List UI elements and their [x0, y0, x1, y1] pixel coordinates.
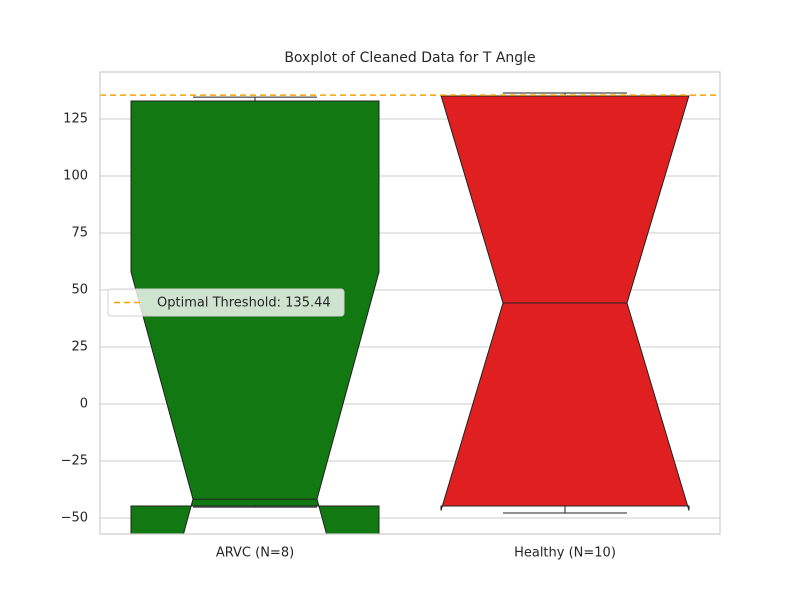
chart-title: Boxplot of Cleaned Data for T Angle — [284, 50, 535, 66]
y-tick-label: −50 — [61, 511, 88, 526]
y-tick-label: 125 — [63, 111, 88, 126]
y-tick-label: 50 — [71, 283, 88, 298]
y-tick-label: −25 — [61, 454, 88, 469]
legend-box — [107, 288, 345, 317]
plot-frame — [99, 71, 721, 535]
y-tick-label: 0 — [80, 397, 88, 412]
x-tick-label: Healthy (N=10) — [514, 546, 616, 561]
y-tick-label: 75 — [71, 225, 88, 240]
box — [130, 100, 380, 534]
y-tick-label: 25 — [71, 340, 88, 355]
y-tick-label: 100 — [63, 168, 88, 183]
x-tick-label: ARVC (N=8) — [216, 546, 294, 561]
legend-label: Optimal Threshold: 135.44 — [157, 296, 331, 311]
